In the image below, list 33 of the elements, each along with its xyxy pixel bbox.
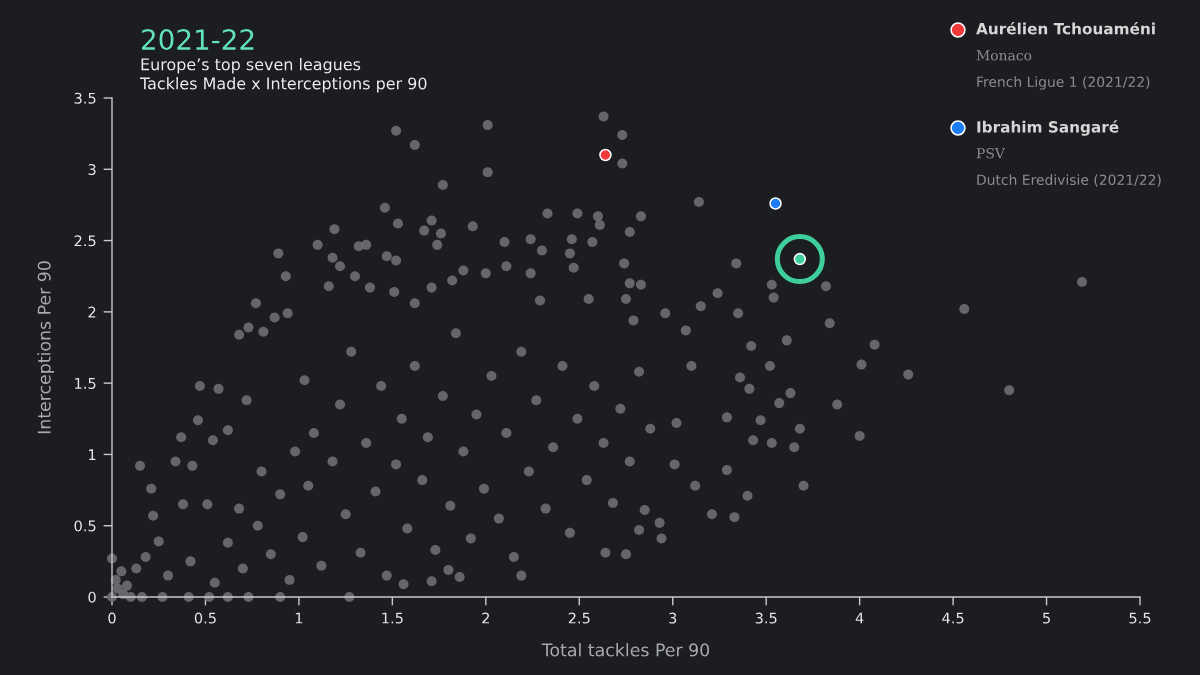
x-tick-label: 2 xyxy=(482,612,489,624)
x-tick-label: 5 xyxy=(1043,612,1050,624)
y-tick-label: 0.5 xyxy=(74,520,96,532)
point xyxy=(774,234,825,285)
legend-label: Aurélien Tchouaméni xyxy=(976,22,1155,35)
y-tick-label: 0 xyxy=(88,591,96,603)
text: French Ligue 1 (2021/22) xyxy=(977,76,1150,90)
chart-title: 2021-22 xyxy=(142,29,254,51)
x-tick-label: 3.5 xyxy=(755,612,777,624)
x-tick-label: 0 xyxy=(108,612,116,624)
text: Monaco xyxy=(976,50,1032,61)
y-tick-label: 2 xyxy=(88,306,96,318)
x-axis-title: Total tackles Per 90 xyxy=(541,643,710,657)
y-axis-title: Interceptions Per 90 xyxy=(37,261,55,434)
y-tick-label: 3.5 xyxy=(74,92,96,104)
x-tick-label: 5.5 xyxy=(1129,612,1151,624)
x-tick-label: 4 xyxy=(855,612,864,624)
x-tick-label: 1.5 xyxy=(382,612,403,624)
x-tick-label: 1 xyxy=(295,612,303,624)
annotation: Dutch Eredivisie (2021/22) xyxy=(977,174,1161,187)
annotation: PSV xyxy=(976,148,1006,159)
y-tick-label: 2.5 xyxy=(74,235,96,247)
point xyxy=(769,197,782,210)
chart-subtitle: Europe’s top seven leagues Tackles Made x Interceptions per 90 xyxy=(139,58,427,93)
x-tick-label: 4.5 xyxy=(942,612,964,624)
y-tick-label: 1 xyxy=(89,449,96,460)
x-tick-label: 2.5 xyxy=(568,612,590,624)
x-tick-label: 3 xyxy=(669,612,677,624)
legend-label: Ibrahim Sangaré xyxy=(977,120,1119,136)
point xyxy=(599,148,612,162)
x-tick-label: 0.5 xyxy=(194,612,216,624)
y-tick-label: 1.5 xyxy=(75,378,96,389)
y-tick-label: 3 xyxy=(88,164,96,176)
